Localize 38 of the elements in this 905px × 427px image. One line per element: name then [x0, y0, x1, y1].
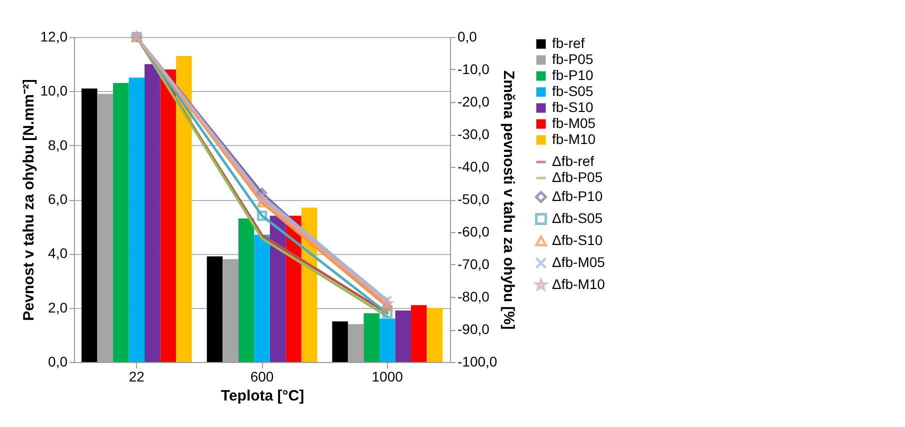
y2-tick-label: -50,0: [458, 191, 490, 207]
legend-label: Δfb-P05: [552, 169, 603, 185]
legend-label: fb-P10: [552, 67, 594, 83]
y-tick-label: 8,0: [48, 136, 68, 153]
y2-tick-label: -90,0: [458, 321, 490, 337]
legend-label: fb-P05: [552, 51, 594, 67]
legend-label: Δfb-S10: [552, 232, 603, 248]
legend-label: Δfb-P10: [552, 188, 603, 204]
y2-tick-label: 0,0: [458, 28, 478, 44]
legend-label: fb-S05: [552, 83, 594, 99]
y2-axis-title: Změna pevnosti v tahu za ohybu [%]: [500, 70, 518, 330]
y2-tick-label: -60,0: [458, 224, 490, 240]
legend-label: Δfb-ref: [552, 153, 594, 169]
legend-label: fb-ref: [552, 35, 585, 51]
x-axis-title: Teplota [°C]: [220, 388, 304, 404]
y-tick-label: 2,0: [48, 299, 68, 316]
legend-label: Δfb-S05: [552, 210, 603, 226]
y-tick-label: 4,0: [48, 245, 68, 262]
y2-tick-label: -100,0: [458, 354, 498, 370]
x-tick-label: 1000: [372, 368, 404, 384]
legend-label: fb-M05: [552, 115, 596, 131]
y2-tick-label: -10,0: [458, 61, 490, 77]
legend-label: fb-M10: [552, 131, 596, 147]
legend-label: fb-S10: [552, 99, 594, 115]
y-tick-label: 10,0: [40, 82, 68, 99]
x-tick-label: 22: [128, 368, 145, 384]
y2-tick-label: -30,0: [458, 126, 490, 142]
y-tick-label: 6,0: [48, 191, 68, 207]
y-tick-label: 0,0: [48, 354, 68, 370]
y2-tick-label: -40,0: [458, 158, 490, 174]
y-axis-title: Pevnost v tahu za ohybu [N.mm⁻²]: [20, 79, 38, 321]
y2-tick-label: -80,0: [458, 288, 490, 304]
y-tick-label: 12,0: [40, 28, 68, 44]
y2-tick-label: -70,0: [458, 256, 490, 272]
y2-tick-label: -20,0: [458, 94, 490, 110]
legend-label: Δfb-M10: [552, 276, 606, 292]
x-tick-label: 600: [250, 368, 274, 384]
legend-label: Δfb-M05: [552, 254, 606, 270]
